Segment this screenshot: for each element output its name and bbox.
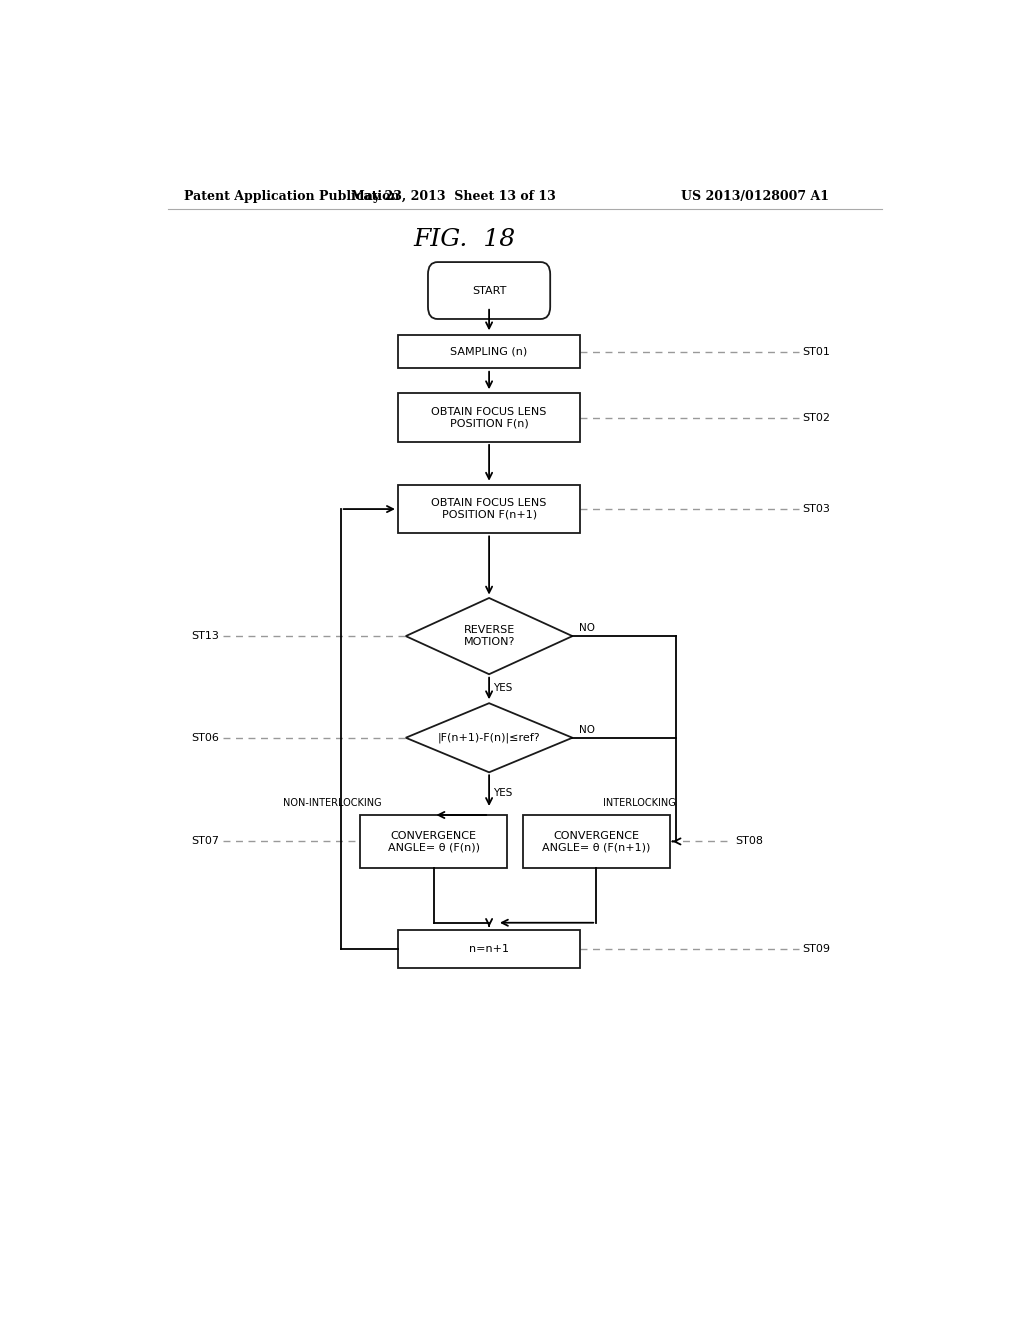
Text: YES: YES [494,682,512,693]
Text: YES: YES [494,788,512,797]
Text: START: START [472,285,506,296]
Text: ST03: ST03 [803,504,830,513]
Text: ST06: ST06 [191,733,219,743]
Text: NON-INTERLOCKING: NON-INTERLOCKING [283,797,381,808]
Bar [523,814,670,867]
Bar [397,393,581,442]
Text: SAMPLING (n): SAMPLING (n) [451,347,527,356]
Text: OBTAIN FOCUS LENS
POSITION F(n+1): OBTAIN FOCUS LENS POSITION F(n+1) [431,498,547,520]
Text: May 23, 2013  Sheet 13 of 13: May 23, 2013 Sheet 13 of 13 [351,190,556,202]
Text: Patent Application Publication: Patent Application Publication [183,190,399,202]
Bar [360,814,507,867]
Polygon shape [406,598,572,675]
Polygon shape [406,704,572,772]
Bar [397,929,581,969]
Text: n=n+1: n=n+1 [469,944,509,954]
Text: CONVERGENCE
ANGLE= θ (F(n+1)): CONVERGENCE ANGLE= θ (F(n+1)) [542,830,650,853]
Text: ST01: ST01 [803,347,830,356]
Text: ST07: ST07 [191,837,219,846]
Text: ST13: ST13 [191,631,219,642]
Text: |F(n+1)-F(n)|≤ref?: |F(n+1)-F(n)|≤ref? [438,733,541,743]
Text: US 2013/0128007 A1: US 2013/0128007 A1 [681,190,829,202]
Bar [397,335,581,368]
Text: INTERLOCKING: INTERLOCKING [602,797,675,808]
Text: ST08: ST08 [735,837,763,846]
Text: ST02: ST02 [803,413,830,422]
FancyBboxPatch shape [428,263,550,319]
Text: NO: NO [579,725,595,735]
Text: FIG.  18: FIG. 18 [414,228,516,251]
Text: OBTAIN FOCUS LENS
POSITION F(n): OBTAIN FOCUS LENS POSITION F(n) [431,407,547,429]
Text: NO: NO [579,623,595,634]
Text: ST09: ST09 [803,944,830,954]
Text: REVERSE
MOTION?: REVERSE MOTION? [464,626,515,647]
Bar [397,484,581,533]
Text: CONVERGENCE
ANGLE= θ (F(n)): CONVERGENCE ANGLE= θ (F(n)) [387,830,479,853]
